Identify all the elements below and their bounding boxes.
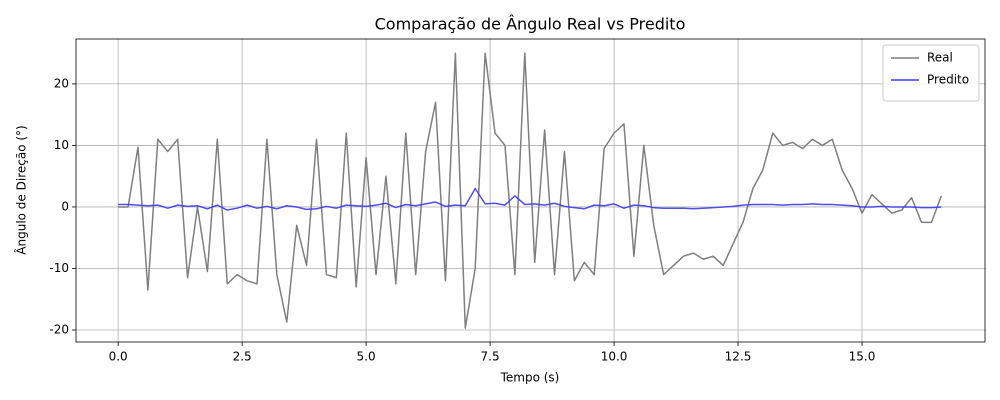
legend-label: Predito	[927, 73, 969, 87]
line-series	[118, 52, 943, 329]
y-tick-label: 0	[61, 199, 69, 213]
chart-title: Comparação de Ângulo Real vs Predito	[375, 15, 686, 34]
x-tick-label: 2.5	[233, 350, 252, 364]
x-tick-label: 15.0	[849, 350, 876, 364]
line-series	[118, 187, 942, 211]
y-tick-label: 10	[54, 138, 69, 152]
y-tick-label: -20	[49, 323, 69, 337]
y-axis-label: Ângulo de Direção (°)	[14, 125, 29, 254]
x-tick-label: 7.5	[481, 350, 500, 364]
y-tick-label: -10	[49, 261, 69, 275]
y-tick-label: 20	[54, 76, 69, 90]
legend-box	[882, 44, 980, 102]
legend: Real Predito	[882, 44, 980, 102]
x-tick-label: 0.0	[109, 350, 128, 364]
x-tick-label: 12.5	[725, 350, 752, 364]
legend-label: Real	[927, 51, 953, 65]
x-tick-label: 10.0	[601, 350, 628, 364]
x-axis-label: Tempo (s)	[500, 371, 560, 385]
plot-frame	[75, 38, 986, 343]
x-tick-label: 5.0	[357, 350, 376, 364]
